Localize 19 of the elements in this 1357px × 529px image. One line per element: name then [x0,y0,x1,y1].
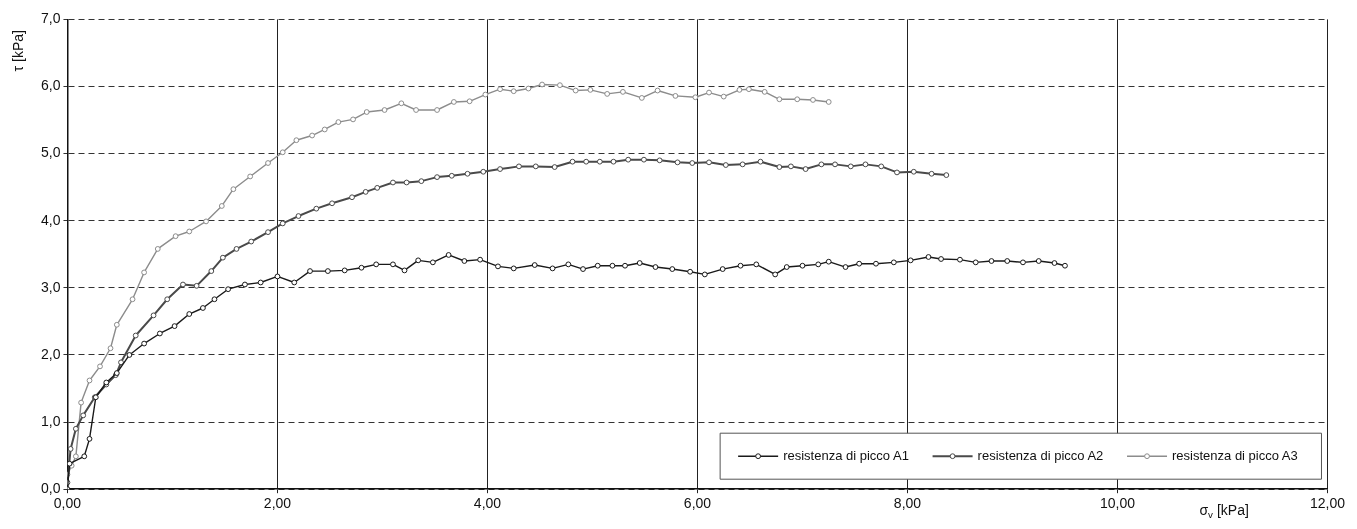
y-tick-label: 4,0 [40,211,61,228]
legend-label: resistenza di picco A2 [977,447,1104,463]
y-tick-label: 7,0 [40,10,61,27]
x-tick-label: 8,00 [893,495,922,512]
y-axis-title: τ [kPa] [10,30,27,72]
x-tick-label: 6,00 [683,495,712,512]
legend-label: resistenza di picco A3 [1172,447,1298,463]
x-tick-label: 4,00 [473,495,502,512]
y-tick-label: 2,0 [40,345,61,362]
y-tick-label: 1,0 [40,412,61,429]
x-tick-label: 10,00 [1099,495,1136,512]
x-tick-label: 0,00 [53,495,82,512]
y-tick-label: 0,0 [40,480,61,497]
legend-label: resistenza di picco A1 [783,447,909,463]
x-tick-label: 2,00 [263,495,292,512]
y-tick-label: 5,0 [40,144,61,161]
x-tick-label: 12,00 [1309,495,1346,512]
y-tick-label: 6,0 [40,77,61,94]
y-tick-label: 3,0 [40,278,61,295]
